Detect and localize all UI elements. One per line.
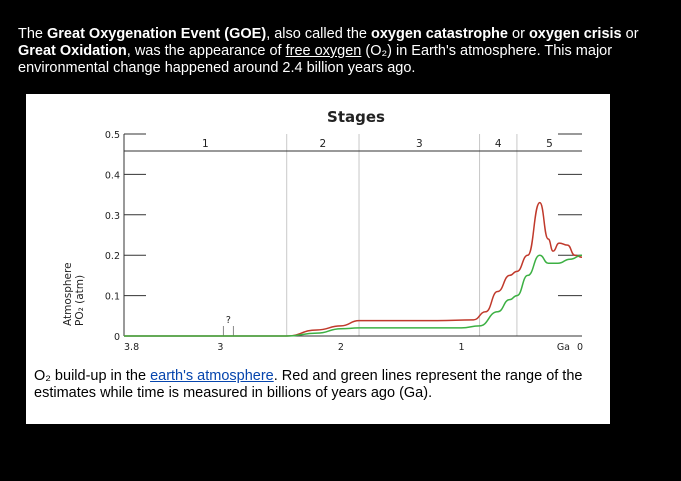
y-tick-label: 0 [114, 332, 120, 343]
x-tick-label: 3 [217, 342, 223, 353]
caption-text: . Red and green lines represent the rang… [34, 368, 583, 401]
plot-area: 1 2 3 4 5 0 0.1 0.2 0.3 0.4 0.5 3.8 3 2 1 0 Ga? [105, 130, 583, 353]
earths-atmosphere-link[interactable]: earth's atmosphere [150, 368, 274, 384]
intro-text: or [507, 26, 529, 42]
y-tick-label: 0.3 [105, 211, 120, 222]
intro-text: or [621, 26, 639, 42]
stage-label: 3 [416, 138, 423, 150]
series-line [123, 201, 583, 337]
intro-text: , was the appearance of [126, 43, 286, 59]
free-oxygen-link[interactable]: free oxygen [285, 43, 362, 59]
oxygen-chart: Stages Atmosphere PO₂ (atm) 1 2 3 4 5 0 0.1 0.2… [62, 108, 583, 353]
x-tick-label: 2 [338, 342, 344, 353]
chart-title: Stages [327, 108, 385, 126]
x-tick-label: 1 [458, 342, 464, 353]
question-mark: ? [226, 315, 231, 326]
y-tick-label: 0.1 [105, 292, 120, 303]
y-axis-label-line2: PO₂ (atm) [74, 275, 86, 326]
stage-label: 1 [202, 138, 209, 150]
intro-text: The [18, 26, 48, 42]
caption-text: O₂ build-up in the [34, 368, 151, 384]
intro-bold-goe: Great Oxygenation Event (GOE) [47, 26, 267, 42]
figure-caption: O₂ build-up in the earth's atmosphere. R… [34, 368, 604, 402]
intro-bold-catastrophe: oxygen catastrophe [370, 26, 508, 42]
stage-label: 5 [546, 138, 553, 150]
y-tick-label: 0.5 [105, 130, 120, 141]
intro-bold-crisis: oxygen crisis [528, 26, 622, 42]
series-line [123, 254, 583, 337]
intro-text: (O₂) in Earth's atmosphere. This major e… [18, 43, 613, 76]
stage-label: 2 [320, 138, 327, 150]
intro-bold-oxidation: Great Oxidation [18, 43, 127, 59]
y-axis-label-line1: Atmosphere [62, 262, 74, 326]
x-tick-label: 0 [577, 342, 583, 353]
x-tick-label: 3.8 [124, 342, 139, 353]
intro-text: , also called the [266, 26, 371, 42]
y-tick-label: 0.4 [105, 170, 120, 181]
y-axis-label: Atmosphere PO₂ (atm) [62, 262, 86, 326]
intro-paragraph: The Great Oxygenation Event (GOE), also … [18, 26, 668, 77]
stage-label: 4 [495, 138, 502, 150]
figure-card: Stages Atmosphere PO₂ (atm) 1 2 3 4 5 0 0.1 0.2… [26, 94, 610, 424]
y-tick-label: 0.2 [105, 251, 120, 262]
x-axis-label: Ga [557, 342, 570, 353]
